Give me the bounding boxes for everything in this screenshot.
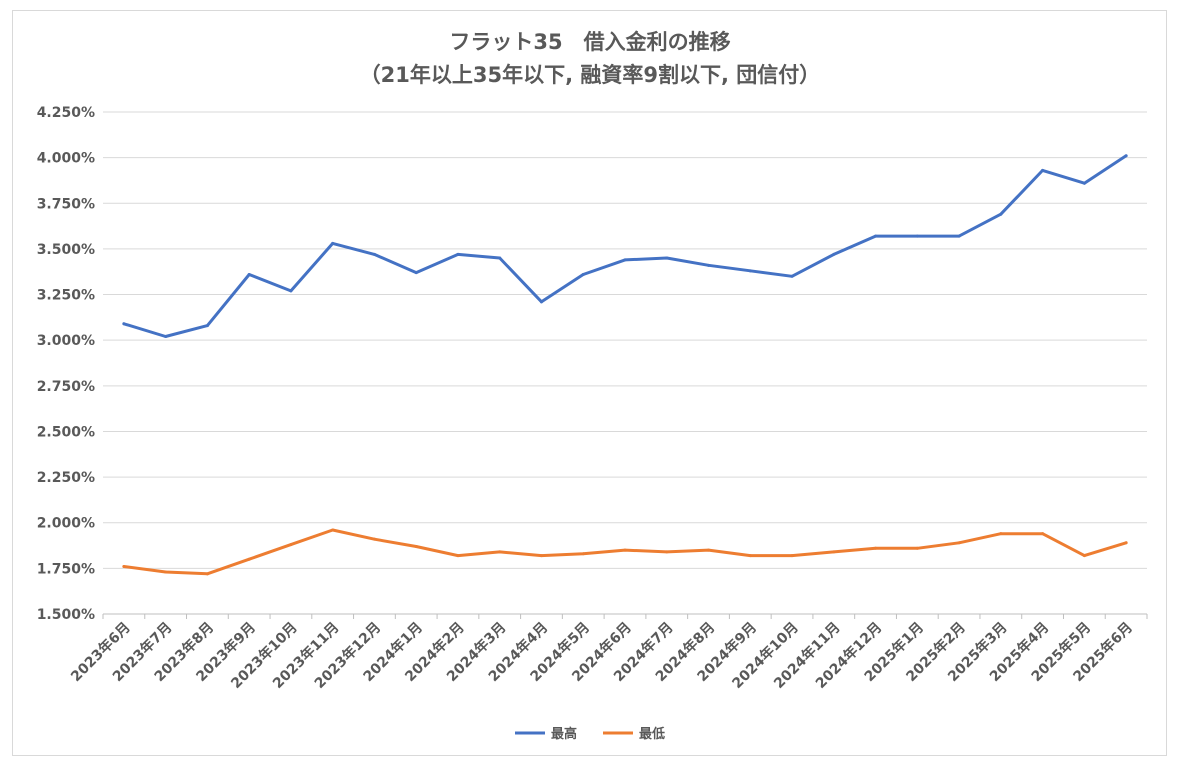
data-point — [122, 322, 126, 326]
data-point — [957, 234, 961, 238]
y-tick-label: 3.750% — [37, 196, 95, 212]
data-point — [289, 289, 293, 293]
data-point — [790, 274, 794, 278]
data-point — [1082, 554, 1086, 558]
data-point — [1124, 541, 1128, 545]
data-point — [456, 252, 460, 256]
y-tick-label: 1.500% — [37, 607, 95, 623]
y-tick-label: 4.000% — [37, 151, 95, 167]
data-point — [790, 554, 794, 558]
series-line-最低 — [122, 528, 1128, 576]
data-point — [623, 258, 627, 262]
data-point — [372, 537, 376, 541]
y-tick-label: 4.250% — [37, 105, 95, 121]
data-point — [539, 554, 543, 558]
data-point — [205, 324, 209, 328]
data-point — [539, 300, 543, 304]
data-point — [205, 572, 209, 576]
chart-frame — [12, 10, 1167, 756]
data-point — [832, 252, 836, 256]
x-axis: 2023年6月2023年7月2023年8月2023年9月2023年10月2023… — [67, 614, 1148, 692]
data-point — [707, 263, 711, 267]
data-point — [414, 544, 418, 548]
data-point — [1041, 532, 1045, 536]
y-axis: 1.500% 1.750% 2.000% 2.250% 2.500% 2.750% 3.00… — [37, 105, 95, 623]
data-point — [164, 335, 168, 339]
data-point — [1041, 168, 1045, 172]
data-point — [999, 212, 1003, 216]
data-point — [915, 546, 919, 550]
legend: 最高 最低 — [515, 726, 665, 742]
data-point — [581, 272, 585, 276]
y-tick-label: 2.500% — [37, 424, 95, 440]
y-tick-label: 1.750% — [37, 561, 95, 577]
data-point — [331, 528, 335, 532]
gridlines — [103, 111, 1147, 615]
data-point — [874, 546, 878, 550]
chart-title: フラット35 借入金利の推移 — [449, 30, 730, 54]
data-point — [874, 234, 878, 238]
y-tick-label: 3.500% — [37, 242, 95, 258]
data-point — [164, 570, 168, 574]
y-tick-label: 3.250% — [37, 288, 95, 304]
data-point — [331, 241, 335, 245]
data-point — [498, 256, 502, 260]
data-point — [414, 271, 418, 275]
data-point — [1124, 154, 1128, 158]
data-point — [957, 541, 961, 545]
y-tick-label: 2.250% — [37, 470, 95, 486]
y-tick-label: 2.000% — [37, 516, 95, 532]
legend-label: 最高 — [551, 726, 577, 742]
data-point — [623, 548, 627, 552]
data-point — [748, 554, 752, 558]
y-tick-label: 2.750% — [37, 379, 95, 395]
data-point — [748, 269, 752, 273]
data-point — [456, 554, 460, 558]
data-point — [122, 565, 126, 569]
data-point — [665, 256, 669, 260]
series-line-最高 — [122, 154, 1128, 338]
data-point — [1082, 181, 1086, 185]
chart-subtitle: （21年以上35年以下, 融資率9割以下, 団信付） — [360, 63, 821, 87]
data-point — [665, 550, 669, 554]
data-point — [707, 548, 711, 552]
data-point — [247, 272, 251, 276]
legend-label: 最低 — [639, 726, 665, 742]
data-point — [581, 552, 585, 556]
data-point — [915, 234, 919, 238]
data-point — [999, 532, 1003, 536]
data-point — [832, 550, 836, 554]
data-point — [372, 252, 376, 256]
data-point — [247, 557, 251, 561]
data-point — [498, 550, 502, 554]
y-tick-label: 3.000% — [37, 333, 95, 349]
data-point — [289, 543, 293, 547]
series-group — [122, 154, 1128, 576]
